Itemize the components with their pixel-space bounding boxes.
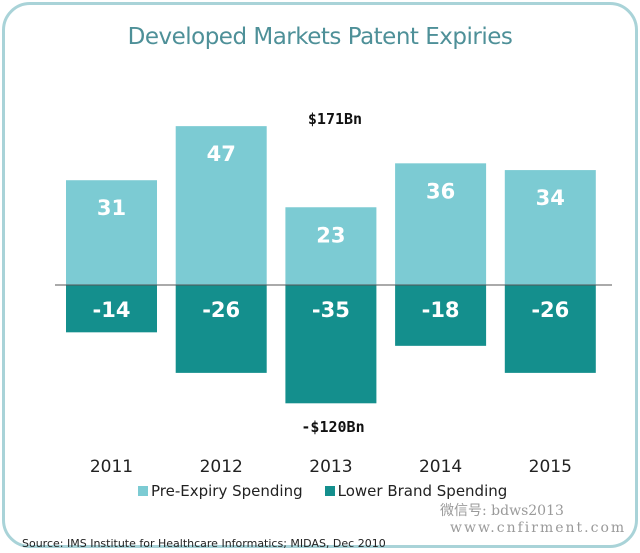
chart-title: Developed Markets Patent Expiries [127,24,513,50]
bar-lower-brand-2012 [175,285,267,373]
data-label-pre-expiry: 34 [536,186,565,210]
data-label-lower-brand: -18 [422,298,460,322]
data-label-pre-expiry: 31 [97,196,126,220]
data-label-pre-expiry: 36 [426,179,455,203]
x-tick-label: 2013 [309,457,352,477]
legend-label: Lower Brand Spending [337,482,508,500]
x-tick-label: 2015 [529,457,572,477]
data-label-lower-brand: -14 [93,298,131,322]
bar-pre-expiry-2014 [395,163,487,285]
legend-item-pre-expiry: Pre-Expiry Spending [138,482,303,500]
bar-pre-expiry-2011 [66,180,157,285]
bar-lower-brand-2013 [285,285,377,404]
bar-lower-brand-2015 [504,285,596,373]
data-label-lower-brand: -26 [531,298,569,322]
total-positive-annotation: $171Bn [308,110,362,128]
bar-pre-expiry-2012 [175,126,267,285]
legend-swatch [324,486,335,496]
source-note: Source: IMS Institute for Healthcare Inf… [22,537,386,550]
bar-lower-brand-2014 [395,285,487,346]
data-label-pre-expiry: 47 [207,142,236,166]
legend-label: Pre-Expiry Spending [151,482,303,500]
legend: Pre-Expiry Spending Lower Brand Spending [138,482,507,500]
x-tick-label: 2014 [419,457,462,477]
watermark-url: www.cnfirment.com [450,520,627,536]
x-tick-label: 2012 [200,457,243,477]
bar-pre-expiry-2015 [504,170,596,285]
x-tick-label: 2011 [90,457,133,477]
data-label-lower-brand: -26 [202,298,240,322]
bar-pre-expiry-2013 [285,207,377,285]
data-label-pre-expiry: 23 [316,223,345,247]
bar-lower-brand-2011 [66,285,157,333]
watermark-wechat: 微信号: bdws2013 [440,503,564,519]
data-label-lower-brand: -35 [312,298,350,322]
legend-swatch [138,486,148,496]
total-negative-annotation: -$120Bn [301,418,364,436]
legend-item-lower-brand: Lower Brand Spending [324,482,508,500]
